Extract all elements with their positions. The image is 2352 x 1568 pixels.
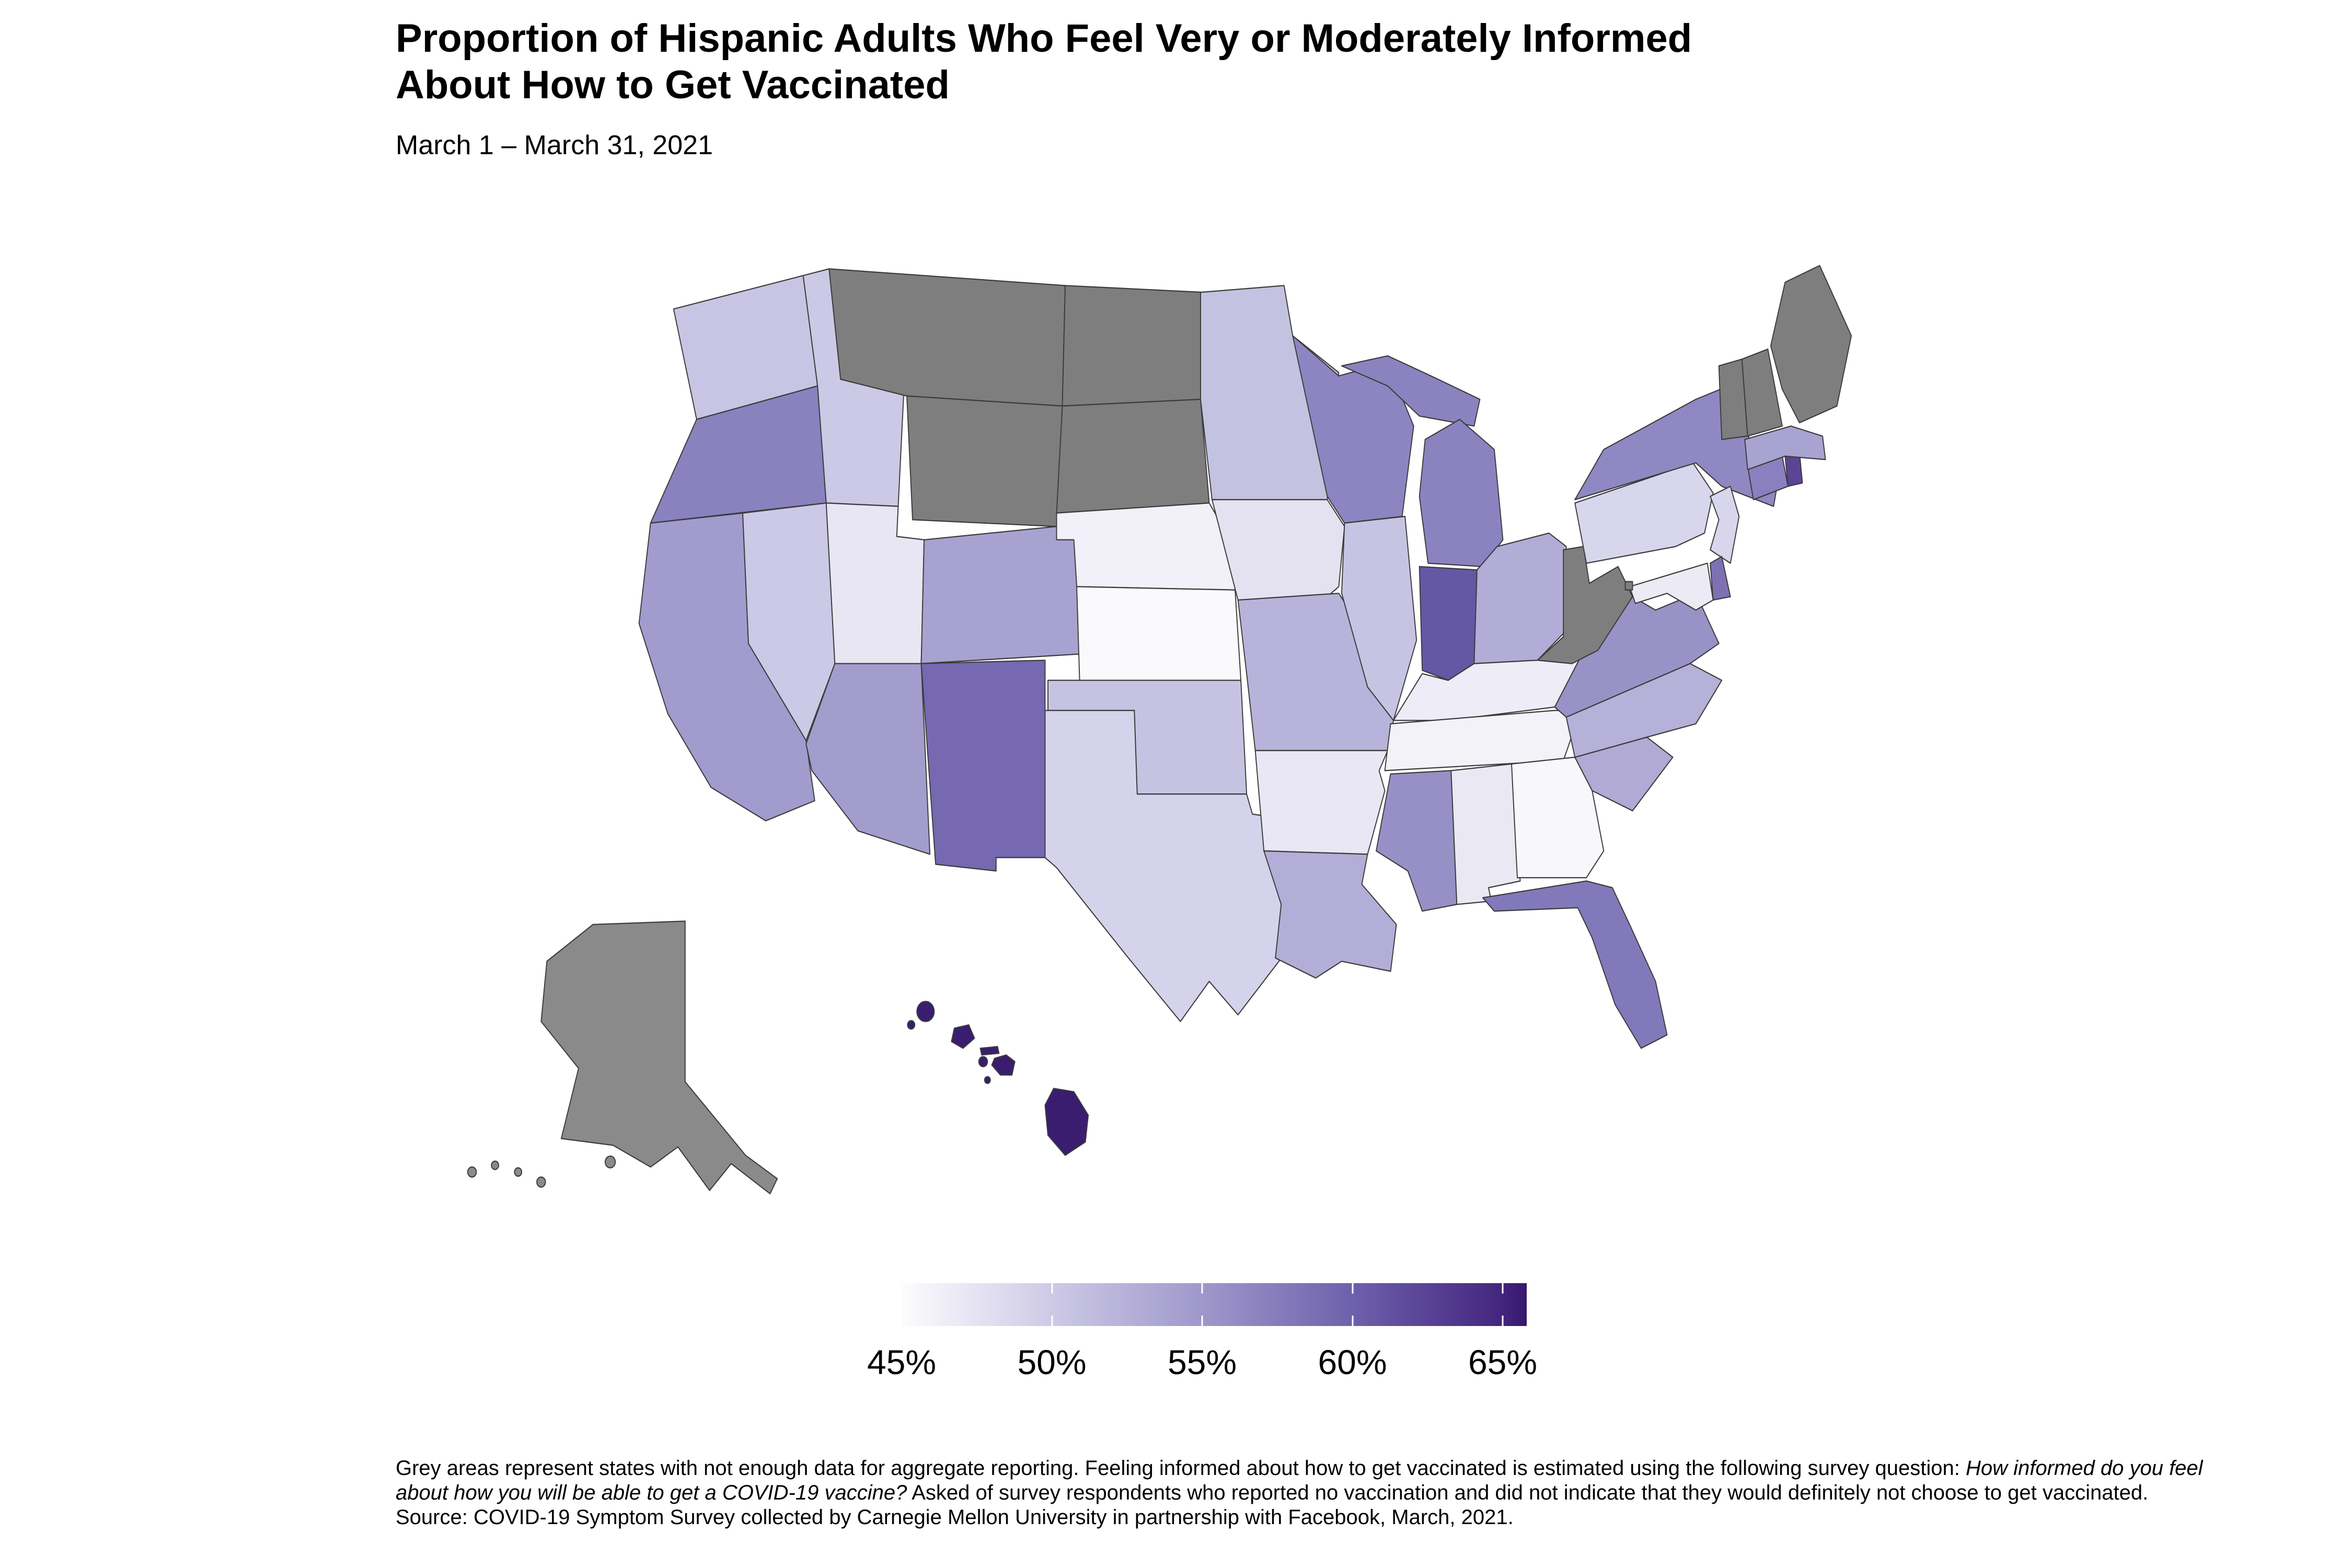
state-district-of-columbia: [1624, 581, 1633, 591]
legend-tick-mark: [1352, 1283, 1353, 1294]
state-montana: [828, 268, 1066, 407]
chart-title-line2: About How to Get Vaccinated: [396, 62, 950, 107]
state-nebraska: [1056, 502, 1239, 591]
state-massachusetts: [1744, 425, 1826, 470]
legend-tick-labels: 45% 50% 55% 60% 65%: [867, 1342, 1537, 1384]
us-choropleth-map: [443, 232, 1969, 1378]
us-map-svg: [467, 264, 1852, 1195]
state-utah: [825, 502, 925, 664]
state-new-hampshire: [1741, 348, 1783, 437]
state-delaware: [1710, 556, 1731, 601]
legend-tick-label: 65%: [1468, 1343, 1538, 1381]
state-alabama: [1450, 763, 1521, 905]
legend-tick-mark: [1051, 1283, 1053, 1294]
state-nevada: [742, 502, 836, 741]
state-new-jersey: [1710, 486, 1740, 564]
legend-tick-mark: [1502, 1316, 1504, 1326]
legend-tick-label: 50%: [1017, 1343, 1087, 1381]
legend-tick-mark: [1051, 1316, 1053, 1326]
legend-tick-mark: [1502, 1283, 1504, 1294]
state-maine: [1770, 264, 1852, 423]
legend-tick-mark: [1201, 1283, 1203, 1294]
state-wyoming: [906, 395, 1063, 527]
footnote-survey-question: How informed do you feel about how you w…: [396, 1457, 2203, 1504]
legend-gradient-bar: [902, 1283, 1527, 1326]
state-west-virginia: [1537, 546, 1633, 664]
chart-title-line1: Proportion of Hispanic Adults Who Feel V…: [396, 16, 1692, 61]
state-kansas: [1076, 586, 1242, 681]
state-hawaii: [907, 1000, 1089, 1156]
color-legend: [902, 1283, 1527, 1326]
state-florida: [1482, 880, 1668, 1049]
footnote: Grey areas represent states with not eno…: [396, 1456, 2204, 1530]
state-north-dakota: [1062, 285, 1204, 407]
legend-tick-mark: [1352, 1316, 1353, 1326]
footnote-text-2: Asked of survey respondents who reported…: [396, 1481, 2149, 1529]
footnote-text-1: Grey areas represent states with not eno…: [396, 1457, 1966, 1480]
state-michigan: [1341, 355, 1504, 568]
state-arkansas: [1254, 750, 1389, 855]
legend-tick-label: 60%: [1318, 1343, 1387, 1381]
state-indiana: [1419, 566, 1478, 681]
state-south-dakota: [1056, 398, 1210, 514]
state-maryland: [1629, 562, 1714, 611]
state-arizona: [805, 663, 931, 855]
chart-subtitle: March 1 – March 31, 2021: [396, 130, 713, 160]
chart-title: Proportion of Hispanic Adults Who Feel V…: [396, 16, 2173, 109]
state-mississippi: [1376, 770, 1458, 912]
state-colorado: [920, 524, 1089, 664]
legend-tick-mark: [1201, 1316, 1203, 1326]
state-alaska: [467, 920, 778, 1195]
state-louisiana: [1263, 850, 1397, 979]
legend-tick-label: 45%: [867, 1343, 937, 1381]
state-new-mexico: [920, 660, 1046, 872]
legend-tick-label: 55%: [1167, 1343, 1237, 1381]
